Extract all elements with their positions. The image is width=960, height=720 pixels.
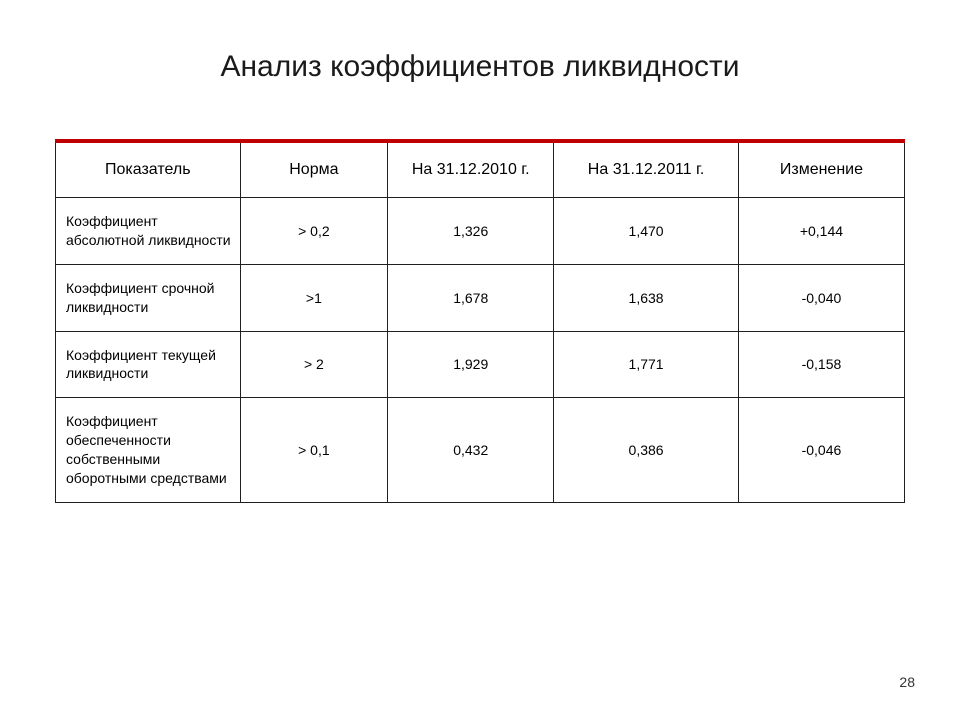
- cell-change: -0,158: [738, 331, 904, 398]
- cell-norm: > 2: [240, 331, 388, 398]
- cell-2010: 1,929: [388, 331, 554, 398]
- liquidity-table: Показатель Норма На 31.12.2010 г. На 31.…: [55, 139, 905, 503]
- col-change: Изменение: [738, 141, 904, 198]
- slide-container: Анализ коэффициентов ликвидности Показат…: [0, 0, 960, 720]
- cell-2011: 1,771: [554, 331, 739, 398]
- cell-change: +0,144: [738, 198, 904, 265]
- cell-indicator: Коэффициент абсолютной ликвидности: [56, 198, 241, 265]
- cell-2011: 1,638: [554, 264, 739, 331]
- cell-2010: 1,326: [388, 198, 554, 265]
- col-norm: Норма: [240, 141, 388, 198]
- cell-2011: 0,386: [554, 398, 739, 503]
- table-row: Коэффициент обеспеченности собственными …: [56, 398, 905, 503]
- cell-indicator: Коэффициент срочной ликвидности: [56, 264, 241, 331]
- col-indicator: Показатель: [56, 141, 241, 198]
- table-row: Коэффициент срочной ликвидности >1 1,678…: [56, 264, 905, 331]
- cell-indicator: Коэффициент текущей ликвидности: [56, 331, 241, 398]
- cell-indicator: Коэффициент обеспеченности собственными …: [56, 398, 241, 503]
- col-2011: На 31.12.2011 г.: [554, 141, 739, 198]
- table-row: Коэффициент текущей ликвидности > 2 1,92…: [56, 331, 905, 398]
- cell-2010: 1,678: [388, 264, 554, 331]
- col-2010: На 31.12.2010 г.: [388, 141, 554, 198]
- cell-norm: > 0,2: [240, 198, 388, 265]
- cell-2010: 0,432: [388, 398, 554, 503]
- page-number: 28: [899, 674, 915, 690]
- cell-norm: >1: [240, 264, 388, 331]
- cell-change: -0,040: [738, 264, 904, 331]
- table-header-row: Показатель Норма На 31.12.2010 г. На 31.…: [56, 141, 905, 198]
- page-title: Анализ коэффициентов ликвидности: [55, 50, 905, 84]
- cell-norm: > 0,1: [240, 398, 388, 503]
- cell-2011: 1,470: [554, 198, 739, 265]
- table-row: Коэффициент абсолютной ликвидности > 0,2…: [56, 198, 905, 265]
- cell-change: -0,046: [738, 398, 904, 503]
